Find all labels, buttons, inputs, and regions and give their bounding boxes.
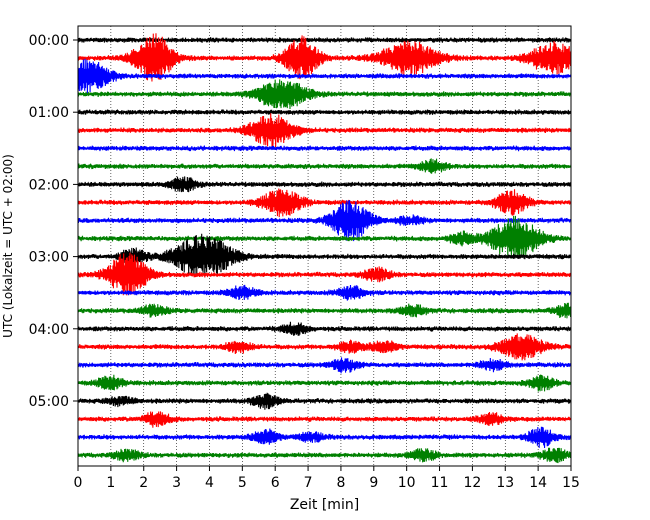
trace-row-6 (77, 145, 572, 152)
y-axis-ticks: 00:00 01:00 02:00 03:00 04:00 05:00 (29, 33, 78, 410)
x-tick-label: 11 (431, 475, 449, 491)
y-tick-label: 01:00 (29, 105, 69, 121)
x-tick-label: 14 (529, 475, 547, 491)
y-tick-label: 04:00 (29, 322, 69, 338)
x-tick-label: 12 (463, 475, 481, 491)
x-tick-label: 8 (336, 475, 345, 491)
trace-row-12 (77, 233, 572, 277)
trace-row-4 (77, 109, 572, 116)
trace-row-10 (77, 200, 572, 242)
y-tick-label: 00:00 (29, 33, 69, 49)
y-tick-label: 03:00 (29, 250, 69, 266)
trace-row-19 (77, 374, 572, 392)
y-tick-label: 05:00 (29, 394, 69, 410)
x-axis-ticks: 0 1 2 3 4 5 6 7 8 9 10 11 12 13 14 15 (74, 466, 580, 491)
trace-row-1 (77, 33, 572, 82)
trace-row-21 (77, 411, 572, 428)
x-tick-label: 5 (238, 475, 247, 491)
x-axis-label: Zeit [min] (290, 497, 359, 513)
plot-frame (77, 25, 572, 467)
trace-row-13 (77, 252, 572, 296)
trace-row-22 (77, 426, 572, 449)
x-tick-label: 10 (398, 475, 416, 491)
x-tick-label: 0 (74, 475, 83, 491)
trace-row-2 (77, 58, 572, 94)
trace-row-7 (77, 158, 572, 174)
trace-row-15 (77, 302, 572, 319)
x-tick-label: 3 (172, 475, 181, 491)
x-tick-label: 4 (205, 475, 214, 491)
x-tick-label: 15 (562, 475, 580, 491)
trace-row-5 (77, 113, 572, 148)
y-tick-label: 02:00 (29, 177, 69, 193)
x-tick-label: 6 (271, 475, 280, 491)
x-tick-label: 7 (304, 475, 313, 491)
trace-row-9 (77, 188, 572, 218)
x-tick-label: 13 (496, 475, 514, 491)
trace-row-8 (77, 176, 572, 193)
trace-row-3 (77, 79, 572, 110)
y-axis-label: UTC (Lokalzeit = UTC + 02:00) (1, 154, 15, 338)
trace-row-23 (77, 447, 572, 464)
x-tick-label: 2 (139, 475, 148, 491)
trace-row-11 (77, 215, 572, 259)
trace-row-16 (77, 321, 572, 336)
x-tick-label: 1 (106, 475, 115, 491)
x-tick-label: 9 (369, 475, 378, 491)
seismogram-traces (77, 33, 572, 464)
trace-row-17 (77, 333, 572, 361)
trace-row-14 (77, 284, 572, 301)
trace-row-20 (77, 392, 572, 410)
trace-row-18 (77, 357, 572, 374)
